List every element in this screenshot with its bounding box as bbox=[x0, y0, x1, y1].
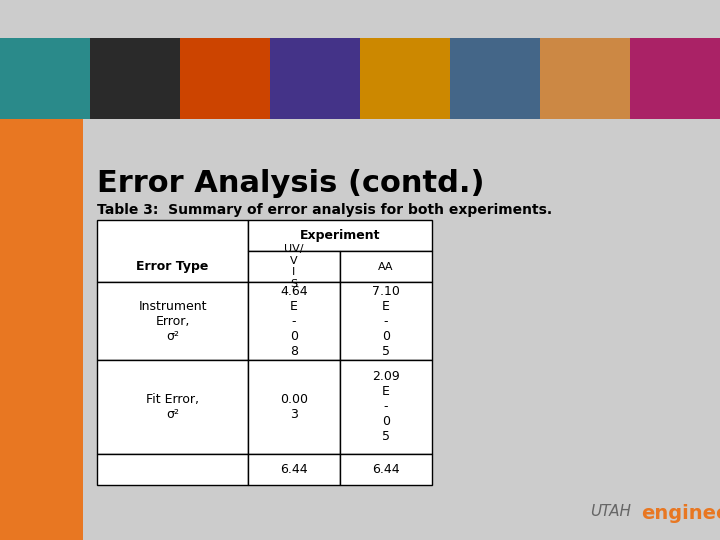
Text: Table 3:  Summary of error analysis for both experiments.: Table 3: Summary of error analysis for b… bbox=[97, 203, 552, 217]
Text: FLEXIBILITY TECHNOLOGY SKILLS BUILDERS CREATORS PROBLEM SOLVERS ENGINEERS CHALLE: FLEXIBILITY TECHNOLOGY SKILLS BUILDERS C… bbox=[86, 360, 665, 369]
Text: FLEXIBILITY TECHNOLOGY SKILLS BUILDERS CREATORS PROBLEM SOLVERS ENGINEERS CHALLE: FLEXIBILITY TECHNOLOGY SKILLS BUILDERS C… bbox=[86, 470, 665, 479]
Text: 6.44: 6.44 bbox=[372, 463, 400, 476]
Text: FLEXIBILITY TECHNOLOGY SKILLS BUILDERS CREATORS PROBLEM SOLVERS ENGINEERS CHALLE: FLEXIBILITY TECHNOLOGY SKILLS BUILDERS C… bbox=[86, 497, 665, 506]
Bar bbox=[340, 282, 432, 360]
Bar bbox=[248, 454, 340, 485]
Bar bbox=[97, 360, 248, 454]
Text: 0.00
3: 0.00 3 bbox=[280, 393, 308, 421]
Text: UV/
V
I
S: UV/ V I S bbox=[284, 244, 304, 289]
Text: FLEXIBILITY TECHNOLOGY SKILLS BUILDERS CREATORS PROBLEM SOLVERS ENGINEERS CHALLE: FLEXIBILITY TECHNOLOGY SKILLS BUILDERS C… bbox=[86, 224, 665, 232]
Bar bbox=[97, 454, 248, 485]
Bar bbox=[97, 220, 248, 282]
Bar bbox=[540, 38, 630, 119]
Text: 2.09
E
-
0
5: 2.09 E - 0 5 bbox=[372, 370, 400, 443]
Text: Fit Error,
σ²: Fit Error, σ² bbox=[146, 393, 199, 421]
Bar bbox=[180, 38, 270, 119]
Text: 4.64
E
-
0
8: 4.64 E - 0 8 bbox=[280, 285, 307, 357]
Text: 6.44: 6.44 bbox=[280, 463, 307, 476]
Bar bbox=[90, 38, 180, 119]
Text: FLEXIBILITY TECHNOLOGY SKILLS BUILDERS CREATORS PROBLEM SOLVERS ENGINEERS CHALLE: FLEXIBILITY TECHNOLOGY SKILLS BUILDERS C… bbox=[86, 168, 665, 178]
Text: FLEXIBILITY TECHNOLOGY SKILLS BUILDERS CREATORS PROBLEM SOLVERS ENGINEERS CHALLE: FLEXIBILITY TECHNOLOGY SKILLS BUILDERS C… bbox=[86, 251, 665, 260]
Bar bbox=[360, 38, 450, 119]
Text: AA: AA bbox=[378, 262, 394, 272]
Text: Instrument
Error,
σ²: Instrument Error, σ² bbox=[138, 300, 207, 343]
Bar bbox=[248, 220, 432, 251]
Text: 7.10
E
-
0
5: 7.10 E - 0 5 bbox=[372, 285, 400, 357]
Text: FLEXIBILITY TECHNOLOGY SKILLS BUILDERS CREATORS PROBLEM SOLVERS ENGINEERS CHALLE: FLEXIBILITY TECHNOLOGY SKILLS BUILDERS C… bbox=[86, 524, 665, 534]
Text: FLEXIBILITY TECHNOLOGY SKILLS BUILDERS CREATORS PROBLEM SOLVERS ENGINEERS CHALLE: FLEXIBILITY TECHNOLOGY SKILLS BUILDERS C… bbox=[86, 333, 665, 342]
Bar bbox=[0, 38, 90, 119]
Text: Error Analysis (contd.): Error Analysis (contd.) bbox=[97, 170, 485, 198]
Text: FLEXIBILITY TECHNOLOGY SKILLS BUILDERS CREATORS PROBLEM SOLVERS ENGINEERS CHALLE: FLEXIBILITY TECHNOLOGY SKILLS BUILDERS C… bbox=[86, 141, 665, 150]
Text: FLEXIBILITY TECHNOLOGY SKILLS BUILDERS CREATORS PROBLEM SOLVERS ENGINEERS CHALLE: FLEXIBILITY TECHNOLOGY SKILLS BUILDERS C… bbox=[86, 388, 665, 397]
Bar bbox=[248, 251, 340, 282]
Text: FLEXIBILITY TECHNOLOGY SKILLS BUILDERS CREATORS PROBLEM SOLVERS ENGINEERS CHALLE: FLEXIBILITY TECHNOLOGY SKILLS BUILDERS C… bbox=[86, 415, 665, 424]
Text: FLEXIBILITY TECHNOLOGY SKILLS BUILDERS CREATORS PROBLEM SOLVERS ENGINEERS CHALLE: FLEXIBILITY TECHNOLOGY SKILLS BUILDERS C… bbox=[86, 196, 665, 205]
Bar bbox=[0, 119, 83, 540]
Bar bbox=[340, 251, 432, 282]
Text: UTAH: UTAH bbox=[590, 504, 631, 519]
Bar bbox=[340, 360, 432, 454]
Bar bbox=[248, 282, 340, 360]
Bar bbox=[248, 360, 340, 454]
Text: Experiment: Experiment bbox=[300, 229, 380, 242]
Bar bbox=[630, 38, 720, 119]
Bar bbox=[340, 454, 432, 485]
Text: FLEXIBILITY TECHNOLOGY SKILLS BUILDERS CREATORS PROBLEM SOLVERS ENGINEERS CHALLE: FLEXIBILITY TECHNOLOGY SKILLS BUILDERS C… bbox=[86, 306, 665, 315]
Text: engineering: engineering bbox=[641, 504, 720, 523]
Bar bbox=[450, 38, 540, 119]
Text: FLEXIBILITY TECHNOLOGY SKILLS BUILDERS CREATORS PROBLEM SOLVERS ENGINEERS CHALLE: FLEXIBILITY TECHNOLOGY SKILLS BUILDERS C… bbox=[86, 278, 665, 287]
Text: FLEXIBILITY TECHNOLOGY SKILLS BUILDERS CREATORS PROBLEM SOLVERS ENGINEERS CHALLE: FLEXIBILITY TECHNOLOGY SKILLS BUILDERS C… bbox=[86, 442, 665, 451]
Bar bbox=[270, 38, 360, 119]
Bar bbox=[97, 282, 248, 360]
Text: Error Type: Error Type bbox=[136, 260, 209, 273]
